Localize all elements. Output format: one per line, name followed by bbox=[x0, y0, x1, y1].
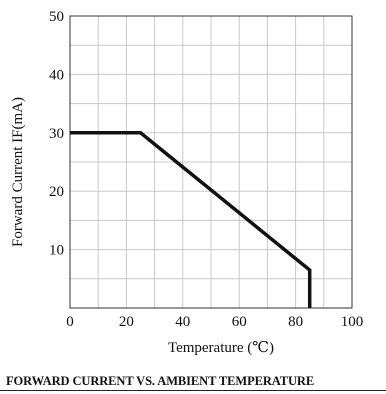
y-axis-label: Forward Current IF(mA) bbox=[10, 97, 26, 247]
chart-title-bar: FORWARD CURRENT VS. AMBIENT TEMPERATURE bbox=[0, 369, 386, 391]
tick-labels: 0 20 40 60 80 100 10 20 30 40 50 bbox=[49, 9, 363, 330]
y-tick-label: 10 bbox=[49, 243, 64, 259]
x-axis-label: Temperature (℃) bbox=[168, 340, 274, 356]
x-tick-label: 80 bbox=[288, 314, 303, 330]
y-tick-label: 20 bbox=[49, 184, 64, 200]
chart-grid bbox=[69, 15, 353, 309]
title-underline bbox=[0, 389, 386, 391]
y-tick-label: 40 bbox=[49, 67, 64, 83]
y-tick-label: 50 bbox=[49, 9, 64, 25]
plot-area bbox=[69, 15, 353, 309]
x-tick-label: 40 bbox=[175, 314, 190, 330]
x-tick-label: 60 bbox=[232, 314, 247, 330]
y-tick-label: 30 bbox=[49, 126, 64, 142]
x-tick-label: 20 bbox=[119, 314, 134, 330]
x-tick-label: 0 bbox=[66, 314, 74, 330]
chart: 0 20 40 60 80 100 10 20 30 40 50 Temperature (℃) F… bbox=[10, 9, 363, 356]
chart-title: FORWARD CURRENT VS. AMBIENT TEMPERATURE bbox=[6, 374, 315, 388]
x-tick-label: 100 bbox=[341, 314, 364, 330]
series-line bbox=[70, 131, 312, 308]
